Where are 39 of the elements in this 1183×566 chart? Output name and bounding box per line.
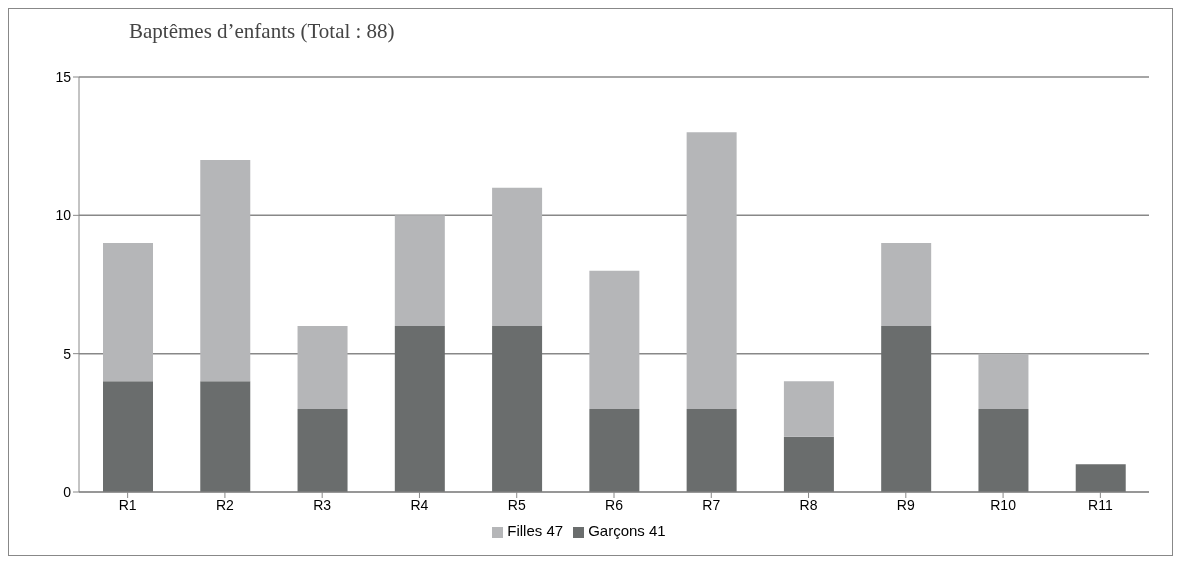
bar [881,326,932,492]
x-tick-label: R10 [990,496,1017,513]
bar [1075,464,1126,492]
x-tick-label: R2 [215,496,235,513]
x-tick-label: R5 [507,496,526,513]
legend-label: Filles 47 [507,522,564,539]
bar [686,409,737,492]
bar [589,409,640,492]
bar [103,381,153,492]
y-tick-label: 0 [63,483,72,500]
x-tick-label: R3 [313,496,332,513]
y-tick-label: 5 [63,345,72,362]
bar [200,160,251,382]
bar [686,132,737,409]
x-tick-label: R7 [702,496,721,513]
bar [394,326,445,492]
bar [200,381,251,492]
legend-label: Garçons 41 [588,522,666,539]
bar [978,409,1029,492]
bar [492,326,543,492]
chart-title: Baptêmes d’enfants (Total : 88) [129,19,395,44]
y-tick-label: 10 [55,207,72,224]
bar [297,409,348,492]
bar [103,243,153,382]
bar [492,187,543,326]
x-tick-label: R1 [118,496,137,513]
x-tick-label: R6 [605,496,624,513]
x-tick-label: R4 [410,496,429,513]
x-tick-label: R11 [1088,496,1113,513]
x-tick-label: R9 [896,496,915,513]
bar [978,353,1029,409]
bar [783,381,834,437]
x-tick-label: R8 [799,496,818,513]
bar [297,326,348,409]
bar [394,215,445,326]
y-tick-label: 15 [55,68,72,85]
bar [589,270,640,409]
bar [783,436,834,492]
bar [881,243,932,326]
